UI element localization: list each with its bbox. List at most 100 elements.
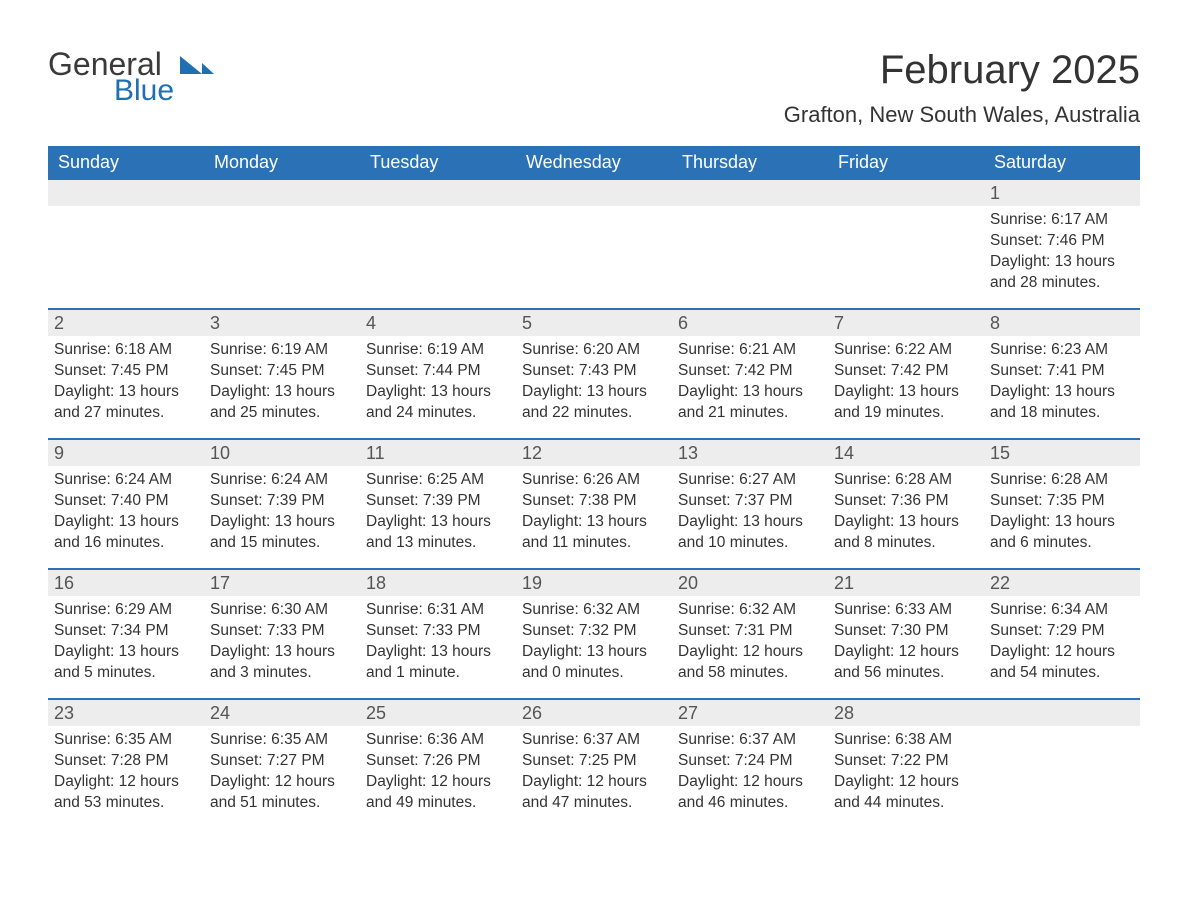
daylight-line: Daylight: 13 hours and 11 minutes.	[522, 512, 666, 554]
calendar-day-cell: 9Sunrise: 6:24 AMSunset: 7:40 PMDaylight…	[48, 440, 204, 568]
day-details	[204, 206, 360, 216]
daylight-line: Daylight: 12 hours and 51 minutes.	[210, 772, 354, 814]
day-details: Sunrise: 6:35 AMSunset: 7:27 PMDaylight:…	[204, 726, 360, 820]
weekday-header-cell: Monday	[204, 146, 360, 180]
calendar-day-cell: 17 Sunrise: 6:30 AMSunset: 7:33 PMDayligh…	[204, 570, 360, 698]
sunset-line: Sunset: 7:31 PM	[678, 621, 822, 642]
day-number: 26	[516, 700, 672, 726]
sunrise-line: Sunrise: 6:34 AM	[990, 600, 1134, 621]
sunset-line: Sunset: 7:26 PM	[366, 751, 510, 772]
calendar-day-cell	[204, 180, 360, 308]
weekday-header-cell: Wednesday	[516, 146, 672, 180]
sunrise-line: Sunrise: 6:31 AM	[366, 600, 510, 621]
calendar-day-cell	[360, 180, 516, 308]
sunrise-line: Sunrise: 6:38 AM	[834, 730, 978, 751]
calendar-day-cell: 3Sunrise: 6:19 AMSunset: 7:45 PMDaylight…	[204, 310, 360, 438]
sunrise-line: Sunrise: 6:22 AM	[834, 340, 978, 361]
calendar-day-cell: 18Sunrise: 6:31 AMSunset: 7:33 PMDayligh…	[360, 570, 516, 698]
sunset-line: Sunset: 7:41 PM	[990, 361, 1134, 382]
calendar-day-cell: 26Sunrise: 6:37 AMSunset: 7:25 PMDayligh…	[516, 700, 672, 828]
sunrise-line: Sunrise: 6:27 AM	[678, 470, 822, 491]
calendar-day-cell: 2Sunrise: 6:18 AMSunset: 7:45 PMDaylight…	[48, 310, 204, 438]
calendar-day-cell: 13Sunrise: 6:27 AMSunset: 7:37 PMDayligh…	[672, 440, 828, 568]
sunrise-line: Sunrise: 6:19 AM	[366, 340, 510, 361]
calendar: SundayMondayTuesdayWednesdayThursdayFrid…	[48, 146, 1140, 828]
calendar-day-cell: 15Sunrise: 6:28 AMSunset: 7:35 PMDayligh…	[984, 440, 1140, 568]
header-row: General Blue February 2025 Grafton, New …	[48, 48, 1140, 128]
sunrise-line: Sunrise: 6:35 AM	[210, 730, 354, 751]
sunrise-line: Sunrise: 6:19 AM	[210, 340, 354, 361]
calendar-day-cell: 11 Sunrise: 6:25 AMSunset: 7:39 PMDayligh…	[360, 440, 516, 568]
day-details: Sunrise: 6:37 AMSunset: 7:25 PMDaylight:…	[516, 726, 672, 820]
daylight-line: Daylight: 13 hours and 13 minutes.	[366, 512, 510, 554]
day-number: 25	[360, 700, 516, 726]
day-number: 1	[984, 180, 1140, 206]
sunset-line: Sunset: 7:45 PM	[54, 361, 198, 382]
calendar-day-cell	[516, 180, 672, 308]
calendar-day-cell: 1Sunrise: 6:17 AMSunset: 7:46 PMDaylight…	[984, 180, 1140, 308]
sunrise-line: Sunrise: 6:23 AM	[990, 340, 1134, 361]
calendar-day-cell: 6Sunrise: 6:21 AMSunset: 7:42 PMDaylight…	[672, 310, 828, 438]
day-details: Sunrise: 6:29 AMSunset: 7:34 PMDaylight:…	[48, 596, 204, 690]
day-number: 12	[516, 440, 672, 466]
sunset-line: Sunset: 7:33 PM	[210, 621, 354, 642]
daylight-line: Daylight: 13 hours and 3 minutes.	[210, 642, 354, 684]
day-details: Sunrise: 6:24 AMSunset: 7:39 PMDaylight:…	[204, 466, 360, 560]
day-details	[984, 726, 1140, 736]
sunrise-line: Sunrise: 6:30 AM	[210, 600, 354, 621]
day-details: Sunrise: 6:19 AMSunset: 7:45 PMDaylight:…	[204, 336, 360, 430]
sunrise-line: Sunrise: 6:32 AM	[522, 600, 666, 621]
weekday-header-cell: Saturday	[984, 146, 1140, 180]
logo-text: General Blue	[48, 48, 174, 106]
weekday-header-cell: Tuesday	[360, 146, 516, 180]
daylight-line: Daylight: 12 hours and 49 minutes.	[366, 772, 510, 814]
day-number: 22	[984, 570, 1140, 596]
daylight-line: Daylight: 13 hours and 22 minutes.	[522, 382, 666, 424]
month-title: February 2025	[784, 48, 1140, 92]
day-number: 18	[360, 570, 516, 596]
calendar-day-cell	[984, 700, 1140, 828]
sunset-line: Sunset: 7:28 PM	[54, 751, 198, 772]
sunset-line: Sunset: 7:43 PM	[522, 361, 666, 382]
sunset-line: Sunset: 7:22 PM	[834, 751, 978, 772]
sunrise-line: Sunrise: 6:36 AM	[366, 730, 510, 751]
day-number: 3	[204, 310, 360, 336]
sunrise-line: Sunrise: 6:37 AM	[678, 730, 822, 751]
sunset-line: Sunset: 7:46 PM	[990, 231, 1134, 252]
sunrise-line: Sunrise: 6:20 AM	[522, 340, 666, 361]
calendar-day-cell: 28Sunrise: 6:38 AMSunset: 7:22 PMDayligh…	[828, 700, 984, 828]
day-details: Sunrise: 6:31 AMSunset: 7:33 PMDaylight:…	[360, 596, 516, 690]
day-details: Sunrise: 6:17 AMSunset: 7:46 PMDaylight:…	[984, 206, 1140, 300]
calendar-day-cell: 5Sunrise: 6:20 AMSunset: 7:43 PMDaylight…	[516, 310, 672, 438]
day-number: 23	[48, 700, 204, 726]
sunset-line: Sunset: 7:27 PM	[210, 751, 354, 772]
sunset-line: Sunset: 7:36 PM	[834, 491, 978, 512]
day-number	[360, 180, 516, 206]
calendar-day-cell: 12Sunrise: 6:26 AMSunset: 7:38 PMDayligh…	[516, 440, 672, 568]
day-number: 19	[516, 570, 672, 596]
daylight-line: Daylight: 13 hours and 18 minutes.	[990, 382, 1134, 424]
day-details: Sunrise: 6:23 AMSunset: 7:41 PMDaylight:…	[984, 336, 1140, 430]
day-number: 16	[48, 570, 204, 596]
sunset-line: Sunset: 7:39 PM	[366, 491, 510, 512]
daylight-line: Daylight: 13 hours and 6 minutes.	[990, 512, 1134, 554]
calendar-day-cell: 7Sunrise: 6:22 AMSunset: 7:42 PMDaylight…	[828, 310, 984, 438]
sunset-line: Sunset: 7:38 PM	[522, 491, 666, 512]
day-details: Sunrise: 6:32 AMSunset: 7:32 PMDaylight:…	[516, 596, 672, 690]
sunrise-line: Sunrise: 6:25 AM	[366, 470, 510, 491]
daylight-line: Daylight: 12 hours and 47 minutes.	[522, 772, 666, 814]
weekday-header-cell: Friday	[828, 146, 984, 180]
day-number: 17	[204, 570, 360, 596]
daylight-line: Daylight: 13 hours and 24 minutes.	[366, 382, 510, 424]
calendar-week-row: 2Sunrise: 6:18 AMSunset: 7:45 PMDaylight…	[48, 308, 1140, 438]
day-number: 11	[360, 440, 516, 466]
day-number	[204, 180, 360, 206]
daylight-line: Daylight: 13 hours and 21 minutes.	[678, 382, 822, 424]
calendar-week-row: 16Sunrise: 6:29 AMSunset: 7:34 PMDayligh…	[48, 568, 1140, 698]
calendar-day-cell: 14Sunrise: 6:28 AMSunset: 7:36 PMDayligh…	[828, 440, 984, 568]
day-number: 4	[360, 310, 516, 336]
day-number	[516, 180, 672, 206]
daylight-line: Daylight: 12 hours and 56 minutes.	[834, 642, 978, 684]
location-subtitle: Grafton, New South Wales, Australia	[784, 102, 1140, 128]
weekday-header-row: SundayMondayTuesdayWednesdayThursdayFrid…	[48, 146, 1140, 180]
